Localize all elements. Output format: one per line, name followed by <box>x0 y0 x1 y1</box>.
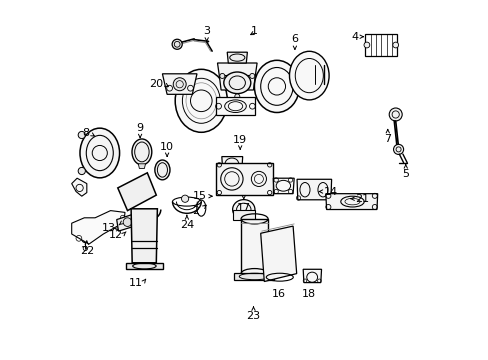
Circle shape <box>220 73 224 78</box>
Circle shape <box>78 131 85 139</box>
Text: 18: 18 <box>301 289 315 299</box>
Polygon shape <box>118 173 156 211</box>
Circle shape <box>173 78 186 91</box>
Circle shape <box>393 144 403 154</box>
Text: 13: 13 <box>102 222 115 233</box>
Ellipse shape <box>224 72 250 94</box>
Text: 1: 1 <box>251 26 258 36</box>
Ellipse shape <box>289 51 328 100</box>
Bar <box>365 34 397 56</box>
Ellipse shape <box>132 139 151 165</box>
Polygon shape <box>222 157 242 174</box>
Text: 4: 4 <box>351 32 358 42</box>
Text: 23: 23 <box>246 311 260 321</box>
Polygon shape <box>215 163 273 195</box>
Polygon shape <box>162 74 197 94</box>
Ellipse shape <box>232 199 254 220</box>
Ellipse shape <box>155 160 170 180</box>
Polygon shape <box>260 226 296 282</box>
Polygon shape <box>72 211 125 244</box>
Circle shape <box>392 42 398 48</box>
Ellipse shape <box>81 233 89 243</box>
Text: 3: 3 <box>203 26 210 36</box>
Text: 5: 5 <box>402 169 408 179</box>
Polygon shape <box>215 97 255 115</box>
Polygon shape <box>125 263 163 269</box>
Polygon shape <box>232 210 254 220</box>
Ellipse shape <box>175 69 227 132</box>
Text: 9: 9 <box>136 123 143 133</box>
Polygon shape <box>217 63 257 76</box>
Text: 6: 6 <box>291 34 298 44</box>
Text: 15: 15 <box>192 191 206 201</box>
Text: 11: 11 <box>129 278 142 288</box>
Circle shape <box>388 108 401 121</box>
Circle shape <box>363 42 369 48</box>
Text: 14: 14 <box>323 186 337 197</box>
Text: 12: 12 <box>108 230 122 240</box>
Text: 2: 2 <box>192 206 199 216</box>
Text: 19: 19 <box>233 135 247 145</box>
Polygon shape <box>227 52 247 63</box>
Text: 17: 17 <box>236 203 250 213</box>
Circle shape <box>249 73 254 78</box>
Text: 21: 21 <box>355 194 369 204</box>
Polygon shape <box>234 273 273 280</box>
Polygon shape <box>325 194 377 210</box>
Text: 20: 20 <box>149 78 163 89</box>
Circle shape <box>123 218 132 226</box>
Polygon shape <box>296 179 331 200</box>
Polygon shape <box>117 213 138 231</box>
Polygon shape <box>138 164 145 168</box>
Circle shape <box>234 94 239 99</box>
Polygon shape <box>219 76 255 90</box>
Circle shape <box>181 195 188 202</box>
Ellipse shape <box>80 128 120 178</box>
Ellipse shape <box>254 60 299 112</box>
Polygon shape <box>303 269 321 283</box>
Circle shape <box>78 167 85 175</box>
Polygon shape <box>273 178 294 194</box>
Text: 10: 10 <box>160 142 174 152</box>
Polygon shape <box>241 219 267 274</box>
Text: 7: 7 <box>384 134 390 144</box>
Polygon shape <box>72 178 87 196</box>
Polygon shape <box>131 209 157 263</box>
Text: 24: 24 <box>180 220 194 230</box>
Ellipse shape <box>112 219 123 229</box>
Text: 16: 16 <box>271 289 285 299</box>
Circle shape <box>172 39 182 49</box>
Text: 22: 22 <box>80 246 94 256</box>
Text: 8: 8 <box>82 128 89 138</box>
